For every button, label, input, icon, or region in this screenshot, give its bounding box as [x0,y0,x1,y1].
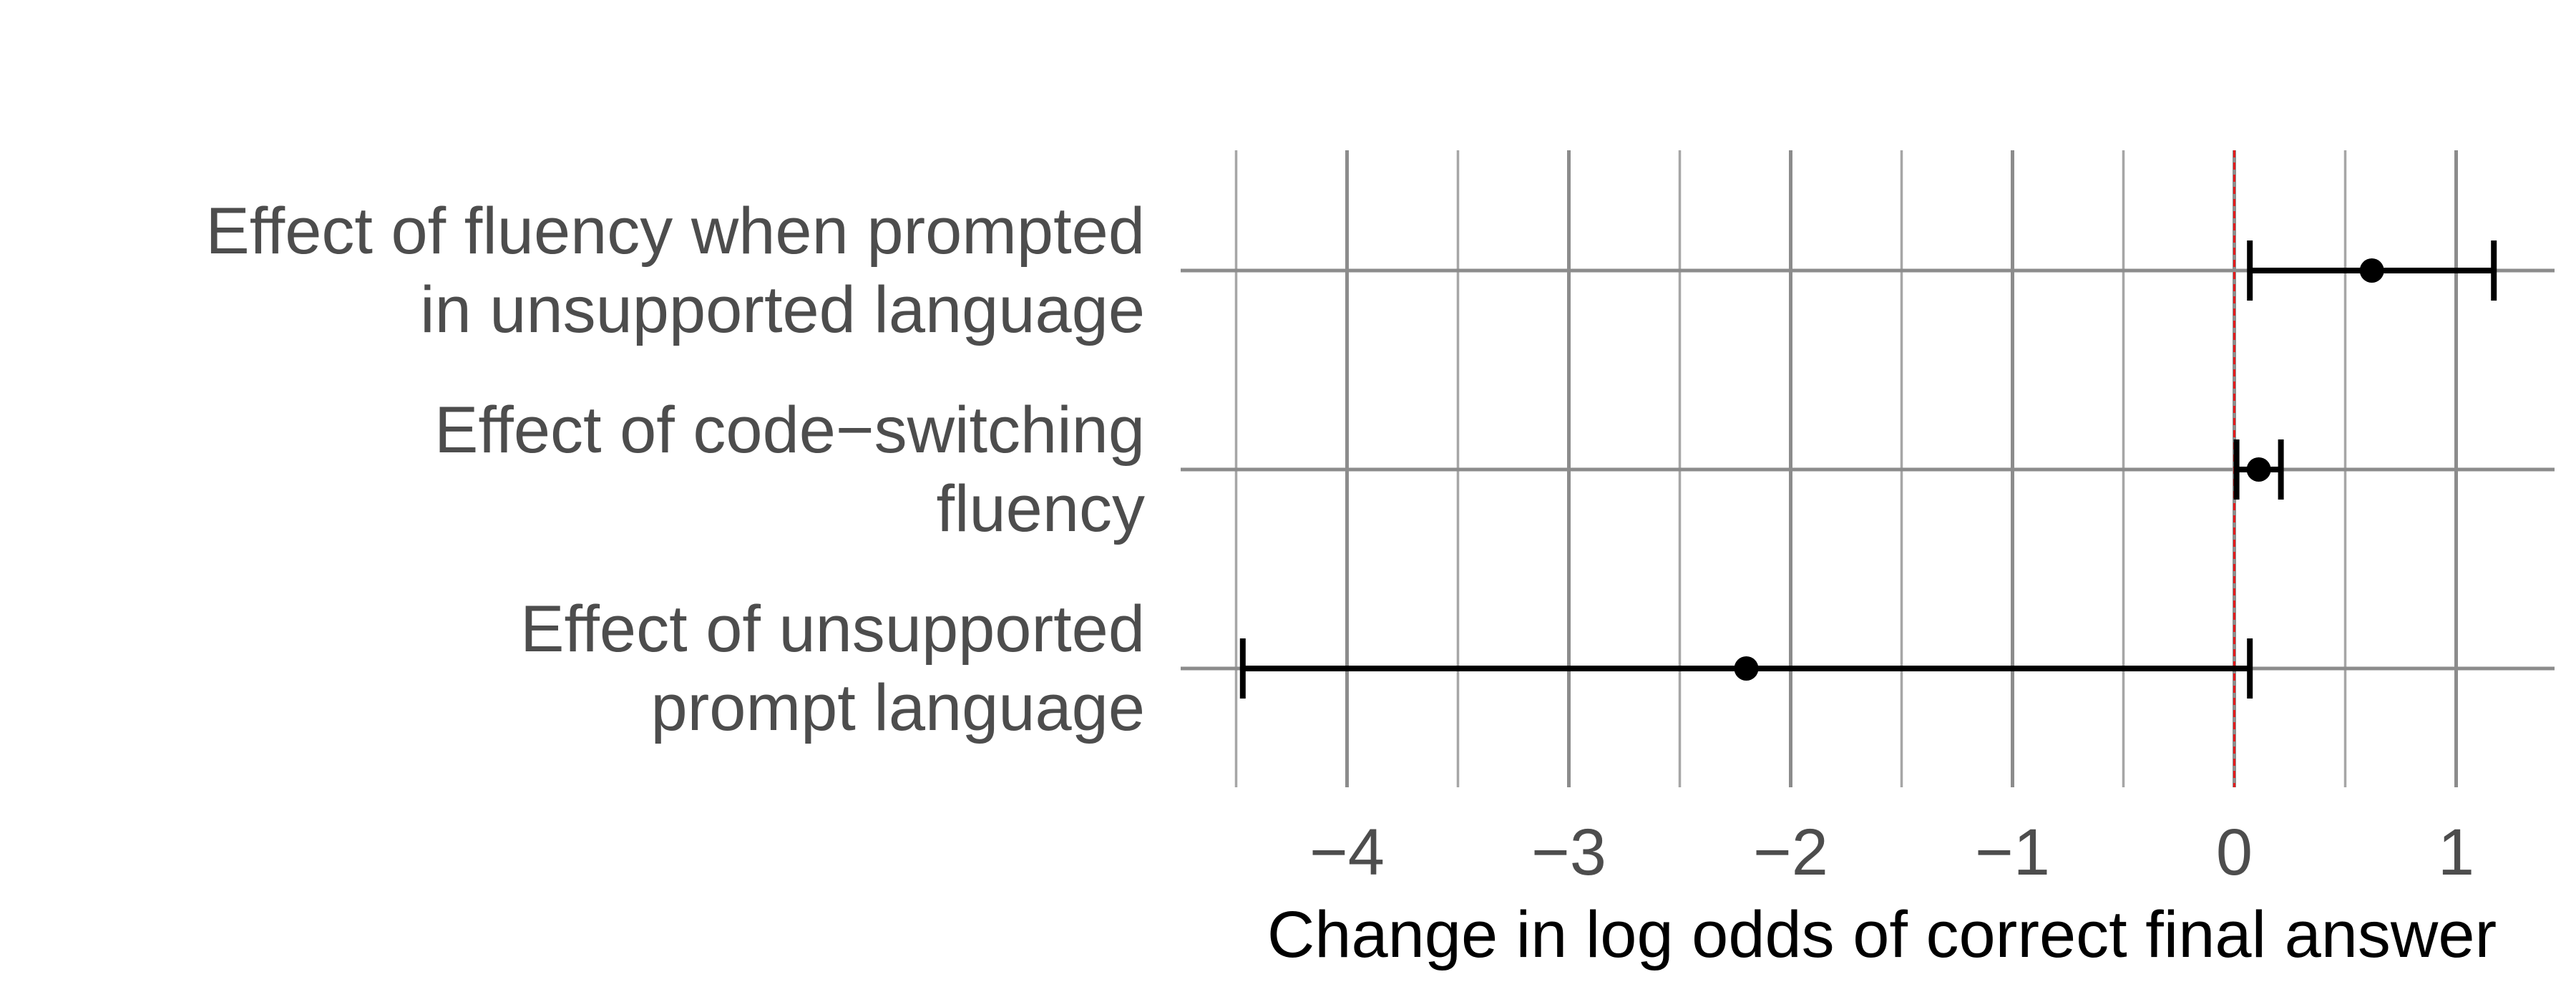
x-tick-label: −1 [1975,816,2050,889]
x-tick-label: −4 [1309,816,1385,889]
grid-lines [1181,150,2555,787]
category-label: in unsupported language [420,273,1145,346]
estimate-row [1239,638,2253,699]
category-label: Effect of unsupported [520,593,1145,666]
estimate-row [2233,439,2284,500]
point-estimate [2359,258,2384,283]
estimates-layer [1239,240,2497,699]
estimate-row [2247,240,2497,301]
category-label: Effect of code−switching [434,394,1145,467]
point-estimate [1734,656,1759,681]
x-tick-label: −2 [1753,816,1828,889]
point-estimate [2246,457,2271,482]
category-label: prompt language [651,671,1146,744]
x-tick-label: 0 [2216,816,2253,889]
category-label: Effect of fluency when prompted [205,195,1145,268]
category-label: fluency [937,472,1146,545]
x-axis-ticks: −4 −3 −2 −1 0 1 [1309,816,2474,889]
x-axis-title: Change in log odds of correct final answ… [1267,898,2497,971]
x-tick-label: −3 [1531,816,1606,889]
x-tick-label: 1 [2438,816,2474,889]
